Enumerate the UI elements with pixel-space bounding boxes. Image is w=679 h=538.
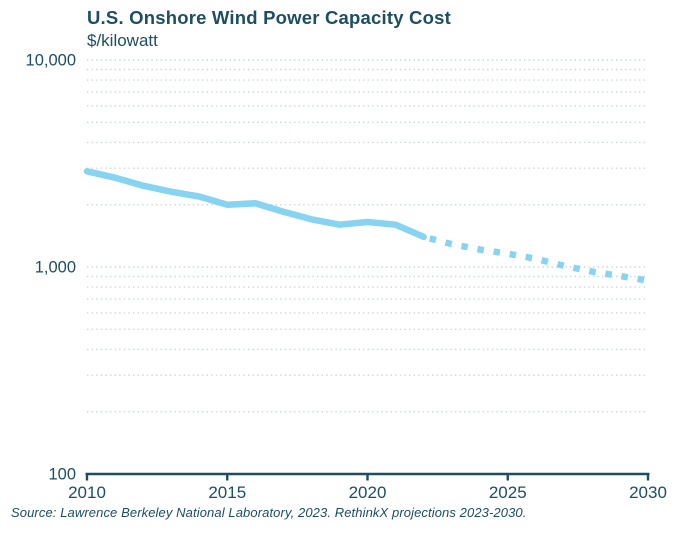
x-axis xyxy=(85,472,650,481)
historical-cost-line xyxy=(83,168,427,241)
projection-dotted-line xyxy=(422,233,649,284)
x-tick-label: 2025 xyxy=(489,483,527,502)
x-tick-label: 2030 xyxy=(629,483,667,502)
axis-tick-labels: 2010 2015 2020 2025 2030 10,000 1,000 100 xyxy=(26,52,667,503)
data-series xyxy=(83,168,649,284)
y-tick-label: 1,000 xyxy=(35,259,76,277)
chart-header: U.S. Onshore Wind Power Capacity Cost $/… xyxy=(87,6,451,51)
chart-units-subtitle: $/kilowatt xyxy=(87,31,158,50)
y-tick-label: 10,000 xyxy=(26,52,76,70)
x-tick-label: 2015 xyxy=(208,483,246,502)
chart-title: U.S. Onshore Wind Power Capacity Cost xyxy=(87,7,451,28)
x-tick-label: 2020 xyxy=(349,483,387,502)
x-tick-label: 2010 xyxy=(68,483,106,502)
y-tick-label: 100 xyxy=(48,466,76,484)
gridlines xyxy=(87,59,648,413)
source-note: Source: Lawrence Berkeley National Labor… xyxy=(11,505,527,520)
